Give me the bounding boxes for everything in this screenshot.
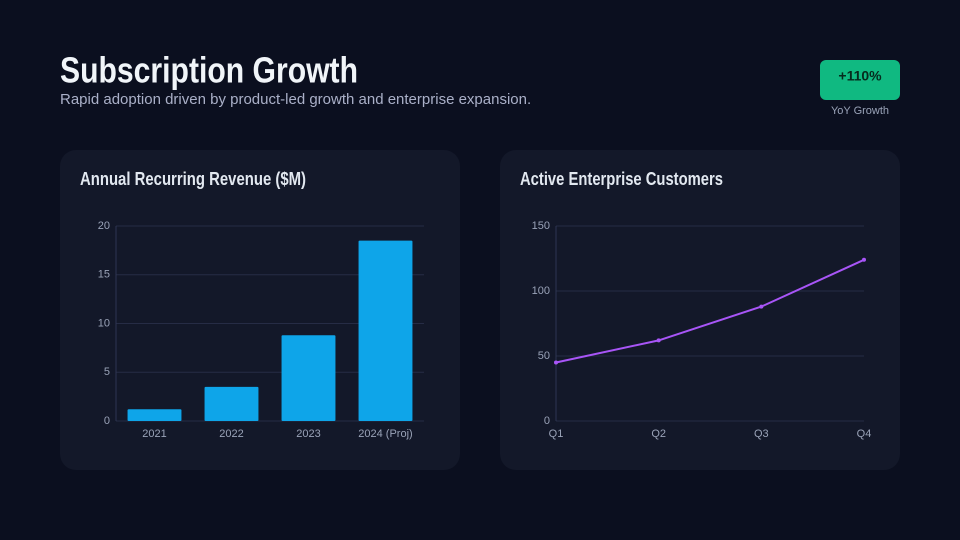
badge bbox=[820, 60, 900, 100]
x-tick-label: Q1 bbox=[549, 428, 564, 440]
bar bbox=[281, 335, 336, 421]
card bbox=[500, 150, 900, 470]
x-tick-label: Q2 bbox=[651, 428, 666, 440]
bar bbox=[127, 409, 182, 421]
y-tick-label: 0 bbox=[104, 415, 110, 427]
slide-subtitle: Rapid adoption driven by product-led gro… bbox=[60, 91, 531, 108]
y-tick-label: 15 bbox=[98, 269, 110, 281]
line bbox=[555, 258, 865, 364]
y-tick-label: 150 bbox=[532, 220, 550, 232]
point bbox=[862, 257, 866, 262]
chart-title: Active Enterprise Customers bbox=[520, 169, 723, 189]
bar bbox=[358, 240, 413, 421]
x-tick-label: Q3 bbox=[754, 428, 769, 440]
point bbox=[656, 338, 661, 343]
y-tick-label: 0 bbox=[544, 415, 550, 427]
x-tick-label: 2021 bbox=[142, 428, 166, 440]
badge-label: YoY Growth bbox=[831, 105, 889, 117]
x-tick-label: 2022 bbox=[219, 428, 243, 440]
x-tick-label: 2023 bbox=[296, 428, 320, 440]
point bbox=[759, 304, 764, 309]
badge-value: +110% bbox=[838, 68, 882, 84]
x-tick-label: 2024 (Proj) bbox=[358, 428, 412, 440]
y-tick-label: 100 bbox=[532, 285, 550, 297]
chart-title: Annual Recurring Revenue ($M) bbox=[80, 169, 306, 189]
y-tick-label: 10 bbox=[98, 317, 110, 329]
slide-title: Subscription Growth bbox=[60, 50, 358, 91]
y-tick-label: 50 bbox=[538, 350, 550, 362]
x-tick-label: Q4 bbox=[857, 428, 872, 440]
y-tick-label: 20 bbox=[98, 220, 110, 232]
bar bbox=[204, 386, 259, 421]
point bbox=[554, 360, 558, 365]
y-tick-label: 5 bbox=[104, 366, 110, 378]
